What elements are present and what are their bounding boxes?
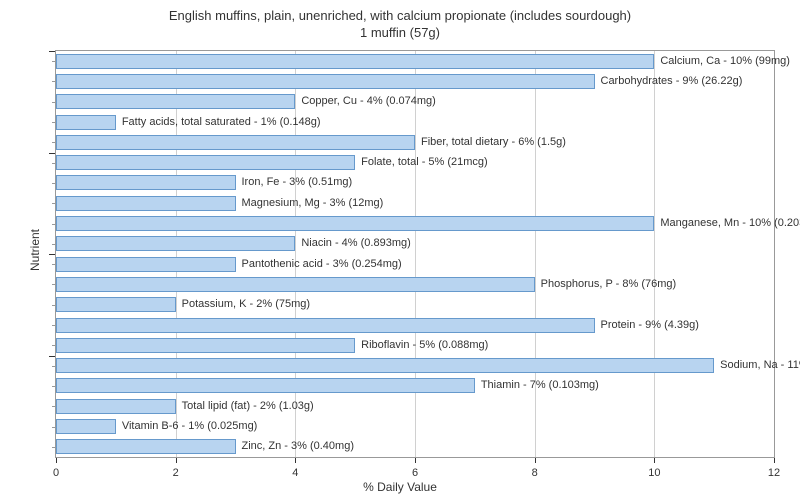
bar-label: Fatty acids, total saturated - 1% (0.148… <box>122 115 321 130</box>
y-minor-tick <box>52 61 55 62</box>
y-minor-tick <box>52 345 55 346</box>
bar-label: Niacin - 4% (0.893mg) <box>301 236 410 251</box>
chart-container: English muffins, plain, unenriched, with… <box>0 0 800 500</box>
bar-label: Calcium, Ca - 10% (99mg) <box>660 54 790 69</box>
bar-label: Riboflavin - 5% (0.088mg) <box>361 338 488 353</box>
bar-label: Pantothenic acid - 3% (0.254mg) <box>242 257 402 272</box>
title-line-1: English muffins, plain, unenriched, with… <box>169 8 631 23</box>
y-minor-tick <box>52 244 55 245</box>
bar-label: Potassium, K - 2% (75mg) <box>182 297 310 312</box>
y-minor-tick <box>52 122 55 123</box>
bar-label: Thiamin - 7% (0.103mg) <box>481 378 599 393</box>
bar <box>56 318 595 333</box>
bar-label: Manganese, Mn - 10% (0.203mg) <box>660 216 800 231</box>
bar <box>56 54 654 69</box>
bar <box>56 236 295 251</box>
gridline <box>654 51 655 457</box>
y-tick <box>49 51 55 52</box>
bar <box>56 378 475 393</box>
gridline <box>535 51 536 457</box>
bar <box>56 399 176 414</box>
y-tick <box>49 356 55 357</box>
x-tick-label: 6 <box>412 467 418 479</box>
x-tick-label: 10 <box>648 467 660 479</box>
bar <box>56 196 236 211</box>
x-tick <box>774 458 775 463</box>
bar <box>56 338 355 353</box>
bar <box>56 94 295 109</box>
x-tick <box>415 458 416 463</box>
bar <box>56 358 714 373</box>
bar-label: Copper, Cu - 4% (0.074mg) <box>301 94 436 109</box>
y-minor-tick <box>52 447 55 448</box>
x-tick-label: 12 <box>768 467 780 479</box>
x-tick <box>654 458 655 463</box>
gridline <box>415 51 416 457</box>
bar <box>56 74 595 89</box>
bar <box>56 115 116 130</box>
y-tick <box>49 153 55 154</box>
bar <box>56 155 355 170</box>
x-tick-label: 8 <box>532 467 538 479</box>
bar-label: Phosphorus, P - 8% (76mg) <box>541 277 677 292</box>
bar <box>56 297 176 312</box>
y-minor-tick <box>52 264 55 265</box>
y-minor-tick <box>52 102 55 103</box>
x-axis-label: % Daily Value <box>363 480 437 494</box>
y-minor-tick <box>52 427 55 428</box>
bar <box>56 439 236 454</box>
x-tick <box>295 458 296 463</box>
y-tick <box>49 254 55 255</box>
x-tick-label: 4 <box>292 467 298 479</box>
x-tick <box>56 458 57 463</box>
x-tick <box>176 458 177 463</box>
y-minor-tick <box>52 284 55 285</box>
x-tick <box>535 458 536 463</box>
bar <box>56 216 654 231</box>
bar-label: Total lipid (fat) - 2% (1.03g) <box>182 399 314 414</box>
y-minor-tick <box>52 224 55 225</box>
bar-label: Carbohydrates - 9% (26.22g) <box>601 74 743 89</box>
x-tick-label: 0 <box>53 467 59 479</box>
y-minor-tick <box>52 386 55 387</box>
gridline <box>176 51 177 457</box>
bar <box>56 175 236 190</box>
bar <box>56 277 535 292</box>
y-minor-tick <box>52 366 55 367</box>
bar <box>56 135 415 150</box>
y-minor-tick <box>52 325 55 326</box>
y-minor-tick <box>52 203 55 204</box>
y-minor-tick <box>52 81 55 82</box>
title-line-2: 1 muffin (57g) <box>360 25 440 40</box>
bar-label: Folate, total - 5% (21mcg) <box>361 155 488 170</box>
y-minor-tick <box>52 163 55 164</box>
bar-label: Iron, Fe - 3% (0.51mg) <box>242 175 353 190</box>
bar-label: Sodium, Na - 11% (264mg) <box>720 358 800 373</box>
y-minor-tick <box>52 183 55 184</box>
chart-title: English muffins, plain, unenriched, with… <box>0 0 800 42</box>
y-axis-label: Nutrient <box>28 229 42 271</box>
x-tick-label: 2 <box>173 467 179 479</box>
bar-label: Magnesium, Mg - 3% (12mg) <box>242 196 384 211</box>
bar-label: Zinc, Zn - 3% (0.40mg) <box>242 439 354 454</box>
bar-label: Fiber, total dietary - 6% (1.5g) <box>421 135 566 150</box>
plot-area: 024681012Calcium, Ca - 10% (99mg)Carbohy… <box>55 50 775 458</box>
bar <box>56 419 116 434</box>
gridline <box>295 51 296 457</box>
bar-label: Protein - 9% (4.39g) <box>601 318 699 333</box>
y-minor-tick <box>52 142 55 143</box>
bar <box>56 257 236 272</box>
y-minor-tick <box>52 305 55 306</box>
y-minor-tick <box>52 406 55 407</box>
bar-label: Vitamin B-6 - 1% (0.025mg) <box>122 419 258 434</box>
